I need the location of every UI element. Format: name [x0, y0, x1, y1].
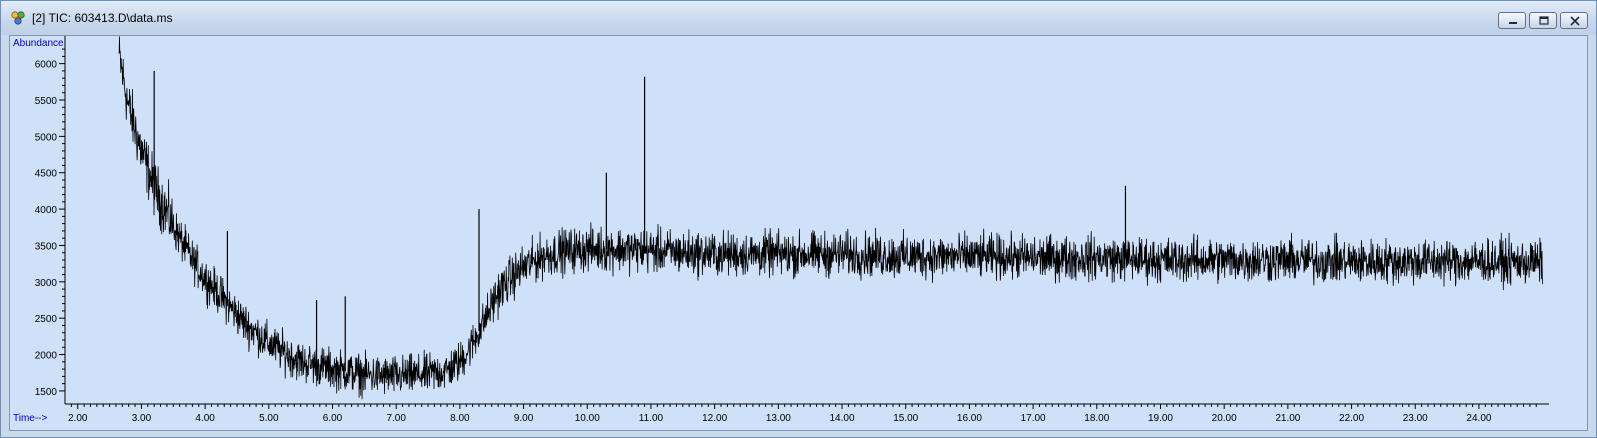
close-icon [1570, 16, 1580, 26]
x-tick-label: 11.00 [639, 413, 664, 424]
x-tick-label: 10.00 [575, 413, 600, 424]
x-tick-label: 5.00 [259, 413, 279, 424]
y-tick-label: 3500 [35, 241, 58, 252]
y-tick-label: 2500 [35, 314, 58, 325]
x-tick-label: 15.00 [893, 413, 918, 424]
chromatogram-app-icon [11, 11, 25, 25]
x-tick-label: 8.00 [450, 413, 470, 424]
maximize-button[interactable] [1529, 12, 1557, 29]
x-tick-label: 17.00 [1021, 413, 1046, 424]
x-tick-label: 18.00 [1084, 413, 1109, 424]
x-tick-label: 21.00 [1275, 413, 1300, 424]
y-tick-label: 4500 [35, 169, 58, 180]
x-tick-label: 24.00 [1466, 413, 1491, 424]
x-tick-label: 12.00 [702, 413, 727, 424]
tic-chromatogram-chart[interactable]: 1500 2000 2500 3000 3500 4000 4500 5000 5500 6000… [10, 36, 1587, 430]
x-tick-label: 13.00 [766, 413, 791, 424]
minimize-button[interactable] [1498, 12, 1526, 29]
y-axis-label: Abundance [13, 38, 64, 49]
title-bar[interactable]: [2] TIC: 603413.D\data.ms [1, 1, 1596, 35]
x-tick-label: 3.00 [132, 413, 152, 424]
x-tick-label: 4.00 [195, 413, 215, 424]
close-button[interactable] [1560, 12, 1588, 29]
y-tick-label: 5500 [35, 96, 58, 107]
x-tick-label: 19.00 [1148, 413, 1173, 424]
x-axis-label: Time--> [13, 413, 48, 424]
window-title: [2] TIC: 603413.D\data.ms [32, 11, 173, 25]
x-tick-label: 6.00 [323, 413, 343, 424]
y-tick-label: 4000 [35, 205, 58, 216]
y-tick-label: 1500 [35, 387, 58, 398]
x-tick-label: 23.00 [1403, 413, 1428, 424]
x-tick-label: 2.00 [68, 413, 88, 424]
y-tick-label: 6000 [35, 60, 58, 71]
x-tick-label: 7.00 [386, 413, 406, 424]
tic-trace [118, 36, 1543, 400]
y-tick-label: 5000 [35, 132, 58, 143]
x-tick-label: 20.00 [1212, 413, 1237, 424]
x-tick-label: 22.00 [1339, 413, 1364, 424]
x-tick-label: 9.00 [514, 413, 534, 424]
y-tick-label: 3000 [35, 278, 58, 289]
y-tick-label: 2000 [35, 351, 58, 362]
x-tick-label: 16.00 [957, 413, 982, 424]
x-tick-label: 14.00 [830, 413, 855, 424]
maximize-icon [1539, 16, 1549, 25]
chromatogram-plot-area[interactable]: 1500 2000 2500 3000 3500 4000 4500 5000 5500 6000… [9, 35, 1588, 431]
minimize-icon [1509, 22, 1517, 24]
